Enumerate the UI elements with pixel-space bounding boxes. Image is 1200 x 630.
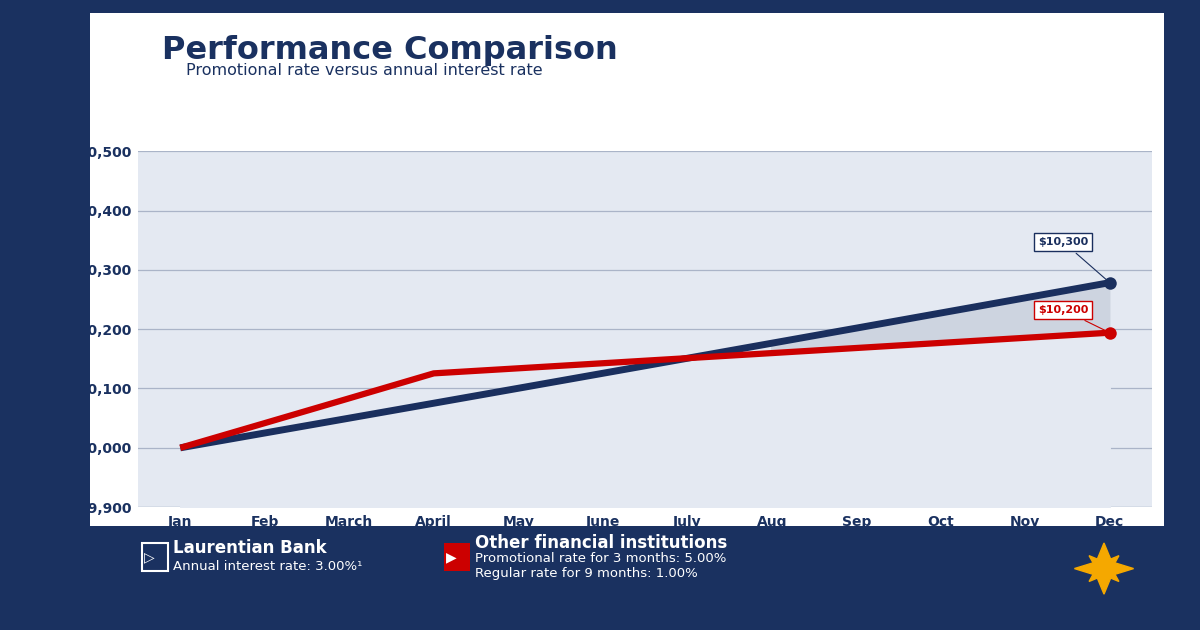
Text: Other financial institutions: Other financial institutions [475,534,727,552]
Text: $: $ [22,108,32,123]
Polygon shape [1099,556,1118,573]
Text: ▶: ▶ [446,551,457,564]
Text: Promotional rate versus annual interest rate: Promotional rate versus annual interest … [186,63,542,78]
Text: ▷: ▷ [144,551,155,564]
Polygon shape [1090,556,1109,573]
Polygon shape [1074,559,1104,578]
Text: Performance Comparison: Performance Comparison [162,35,618,66]
Polygon shape [1099,564,1118,581]
Text: Month: Month [22,542,71,557]
Text: $10,200: $10,200 [1038,305,1108,331]
Polygon shape [1093,543,1115,568]
Text: Annual interest rate: 3.00%¹: Annual interest rate: 3.00%¹ [173,561,362,573]
Text: $10,300: $10,300 [1038,237,1108,281]
Polygon shape [1090,564,1109,581]
Polygon shape [1104,559,1134,578]
Text: Regular rate for 9 months: 1.00%: Regular rate for 9 months: 1.00% [475,567,698,580]
Polygon shape [1093,568,1115,594]
Text: Promotional rate for 3 months: 5.00%: Promotional rate for 3 months: 5.00% [475,553,726,565]
Text: Laurentian Bank: Laurentian Bank [173,539,326,557]
